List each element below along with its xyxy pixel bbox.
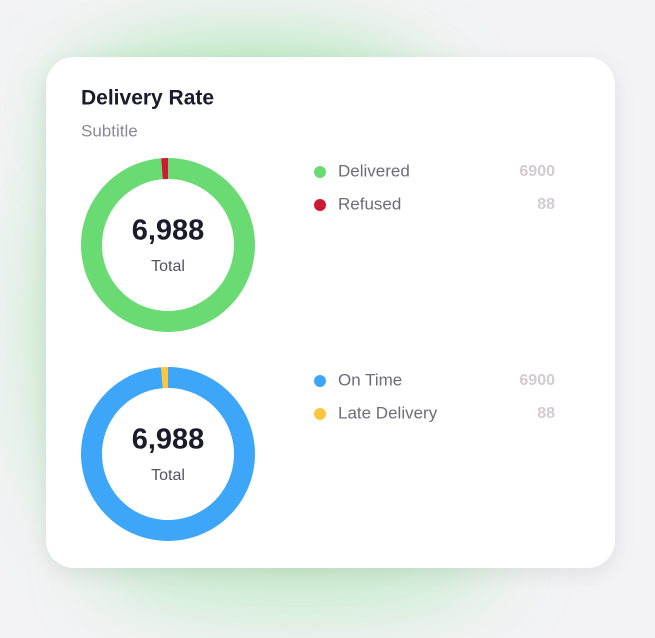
card-subtitle: Subtitle [81, 121, 138, 140]
legend-label: Refused [338, 194, 401, 213]
legend-swatch [314, 375, 326, 387]
legend-value: 6900 [519, 372, 555, 389]
donut-segment [161, 158, 168, 180]
center-value: 6,988 [132, 215, 205, 247]
legend-label: Late Delivery [338, 403, 438, 422]
legend-swatch [314, 408, 326, 420]
legend-value: 6900 [519, 163, 555, 180]
legend-swatch [314, 166, 326, 178]
legend-value: 88 [537, 405, 555, 422]
legend-label: On Time [338, 370, 402, 389]
legend-label: Delivered [338, 161, 410, 180]
card [46, 57, 615, 568]
donut-segment [161, 367, 168, 389]
center-value: 6,988 [132, 424, 205, 456]
card-title: Delivery Rate [81, 87, 214, 110]
legend-value: 88 [537, 196, 555, 213]
legend-swatch [314, 199, 326, 211]
center-caption: Total [151, 258, 185, 275]
center-caption: Total [151, 467, 185, 484]
